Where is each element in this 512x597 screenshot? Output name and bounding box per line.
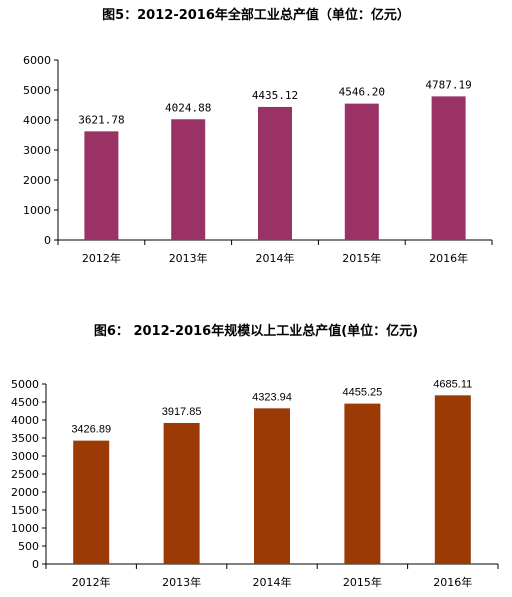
y-tick-label: 1000 xyxy=(23,204,51,217)
data-label: 3426.89 xyxy=(71,424,111,436)
y-tick-label: 4000 xyxy=(11,414,39,427)
data-label: 4546.20 xyxy=(339,86,385,99)
x-category-label: 2014年 xyxy=(256,251,295,265)
y-tick-label: 3000 xyxy=(11,450,39,463)
x-category-label: 2012年 xyxy=(82,251,121,265)
data-label: 4024.88 xyxy=(165,101,211,114)
y-tick-label: 0 xyxy=(44,234,51,247)
chart-above-scale-industrial-output: 图6： 2012-2016年规模以上工业总产值(单位：亿元) 0 500 1000 1… xyxy=(0,310,512,597)
chart-plot: 0 1000 2000 3000 4000 5000 6000 3621.78 2012年 402… xyxy=(23,54,493,265)
y-tick-label: 5000 xyxy=(23,84,51,97)
y-tick-label: 6000 xyxy=(23,54,51,67)
bar xyxy=(171,119,206,240)
data-label: 4323.94 xyxy=(252,391,292,403)
x-category-label: 2014年 xyxy=(253,575,292,589)
data-label: 3621.78 xyxy=(78,113,124,126)
bar xyxy=(163,422,200,564)
y-tick-label: 1500 xyxy=(11,504,39,517)
y-tick-label: 5000 xyxy=(11,378,39,391)
x-category-label: 2015年 xyxy=(343,575,382,589)
bar xyxy=(431,96,466,240)
bar xyxy=(254,408,290,564)
data-label: 4435.12 xyxy=(252,89,298,102)
y-tick-label: 3500 xyxy=(11,432,39,445)
data-label: 4685.11 xyxy=(433,378,472,390)
bar xyxy=(344,103,379,240)
bar xyxy=(434,395,471,564)
y-tick-label: 2000 xyxy=(23,174,51,187)
bar xyxy=(73,440,110,564)
x-category-label: 2013年 xyxy=(169,251,208,265)
y-tick-label: 2000 xyxy=(11,486,39,499)
y-tick-label: 1000 xyxy=(11,522,39,535)
chart-total-industrial-output: 图5：2012-2016年全部工业总产值（单位：亿元） 0 1000 2000 300… xyxy=(0,0,512,290)
x-category-label: 2016年 xyxy=(433,575,472,589)
data-label: 4455.25 xyxy=(343,387,383,399)
bar xyxy=(84,131,119,240)
bar xyxy=(258,106,292,240)
y-tick-label: 3000 xyxy=(23,144,51,157)
y-tick-label: 2500 xyxy=(11,468,39,481)
x-category-label: 2013年 xyxy=(162,575,201,589)
y-tick-label: 4000 xyxy=(23,114,51,127)
bar xyxy=(344,403,381,564)
chart-plot: 0 500 1000 1500 2000 2500 3000 3500 4000 4500 5000… xyxy=(11,378,499,589)
data-label: 4787.19 xyxy=(425,78,471,91)
x-category-label: 2016年 xyxy=(429,251,468,265)
chart-title: 图6： 2012-2016年规模以上工业总产值(单位：亿元) xyxy=(93,324,419,339)
y-tick-label: 4500 xyxy=(11,396,39,409)
x-category-label: 2012年 xyxy=(72,575,111,589)
y-tick-label: 0 xyxy=(32,558,39,571)
data-label: 3917.85 xyxy=(162,406,202,418)
y-tick-label: 500 xyxy=(18,540,39,553)
x-category-label: 2015年 xyxy=(342,251,381,265)
chart-title: 图5：2012-2016年全部工业总产值（单位：亿元） xyxy=(102,8,410,23)
